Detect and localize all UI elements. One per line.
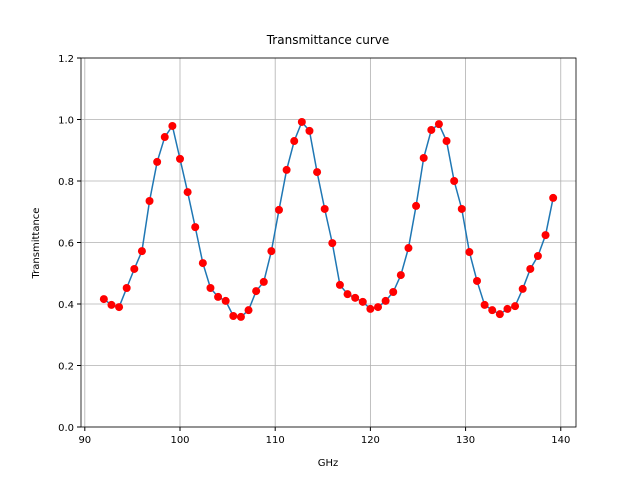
data-point [130,264,139,273]
data-point [450,177,459,185]
y-tick-label: 1.0 [58,116,74,127]
data-point [153,157,162,166]
data-point [137,247,146,256]
chart-title: Transmittance curve [266,33,390,47]
data-point [412,201,421,210]
data-point [533,252,542,261]
y-tick-label: 0.8 [58,177,74,188]
data-point [343,290,352,299]
data-point [473,276,481,285]
data-point [168,121,177,130]
data-point [335,280,344,289]
data-point [297,117,306,126]
data-point [549,193,558,202]
data-point [389,288,398,297]
y-axis-label: Transmittance [31,208,42,280]
data-point [267,247,276,256]
data-point [320,204,329,213]
data-point [351,293,360,302]
data-point [206,284,215,293]
data-point [419,153,428,162]
data-point [396,271,405,280]
data-point [358,297,367,306]
data-point [275,205,283,214]
x-tick-label: 140 [551,435,570,446]
data-point [366,304,375,313]
x-axis-label: GHz [318,458,339,469]
data-point [214,292,223,301]
data-point [191,223,200,232]
data-point [244,306,253,315]
data-point [374,303,382,312]
data-point [518,284,527,293]
data-point [465,248,474,257]
data-point [115,303,124,312]
y-tick-label: 1.2 [58,54,74,65]
data-point [259,277,268,286]
data-point [236,312,245,321]
data-point [99,295,108,304]
data-point [495,310,504,319]
data-point [160,133,169,142]
x-tick-label: 100 [170,435,189,446]
y-tick-label: 0.4 [58,300,74,311]
data-point [176,154,184,163]
data-point [526,264,535,273]
x-tick-label: 130 [456,435,475,446]
y-tick-label: 0.6 [58,239,74,250]
data-point [183,188,192,197]
data-point [221,296,230,305]
x-tick-label: 120 [361,435,380,446]
data-point [427,125,436,134]
data-point [541,231,550,240]
plot-frame [80,57,577,428]
series-line [103,120,554,318]
data-point [145,196,154,205]
data-point [198,259,207,268]
data-point [122,284,131,293]
data-point [457,204,466,213]
data-point [107,300,116,309]
data-point [305,126,314,135]
data-point [480,300,489,309]
x-tick-label: 90 [78,435,91,446]
data-point [252,287,261,296]
y-tick-label: 0.2 [58,362,74,373]
data-point [503,304,512,313]
data-point [381,296,390,305]
x-tick-label: 110 [266,435,285,446]
data-point [404,244,413,253]
data-point [282,165,291,174]
data-point [434,120,443,129]
data-point [290,137,299,146]
data-point [229,311,238,320]
data-point [442,137,451,146]
y-tick-label: 0.0 [58,423,74,434]
data-point [328,239,337,248]
data-point [488,306,497,315]
data-point [511,302,520,311]
data-point [313,168,322,177]
